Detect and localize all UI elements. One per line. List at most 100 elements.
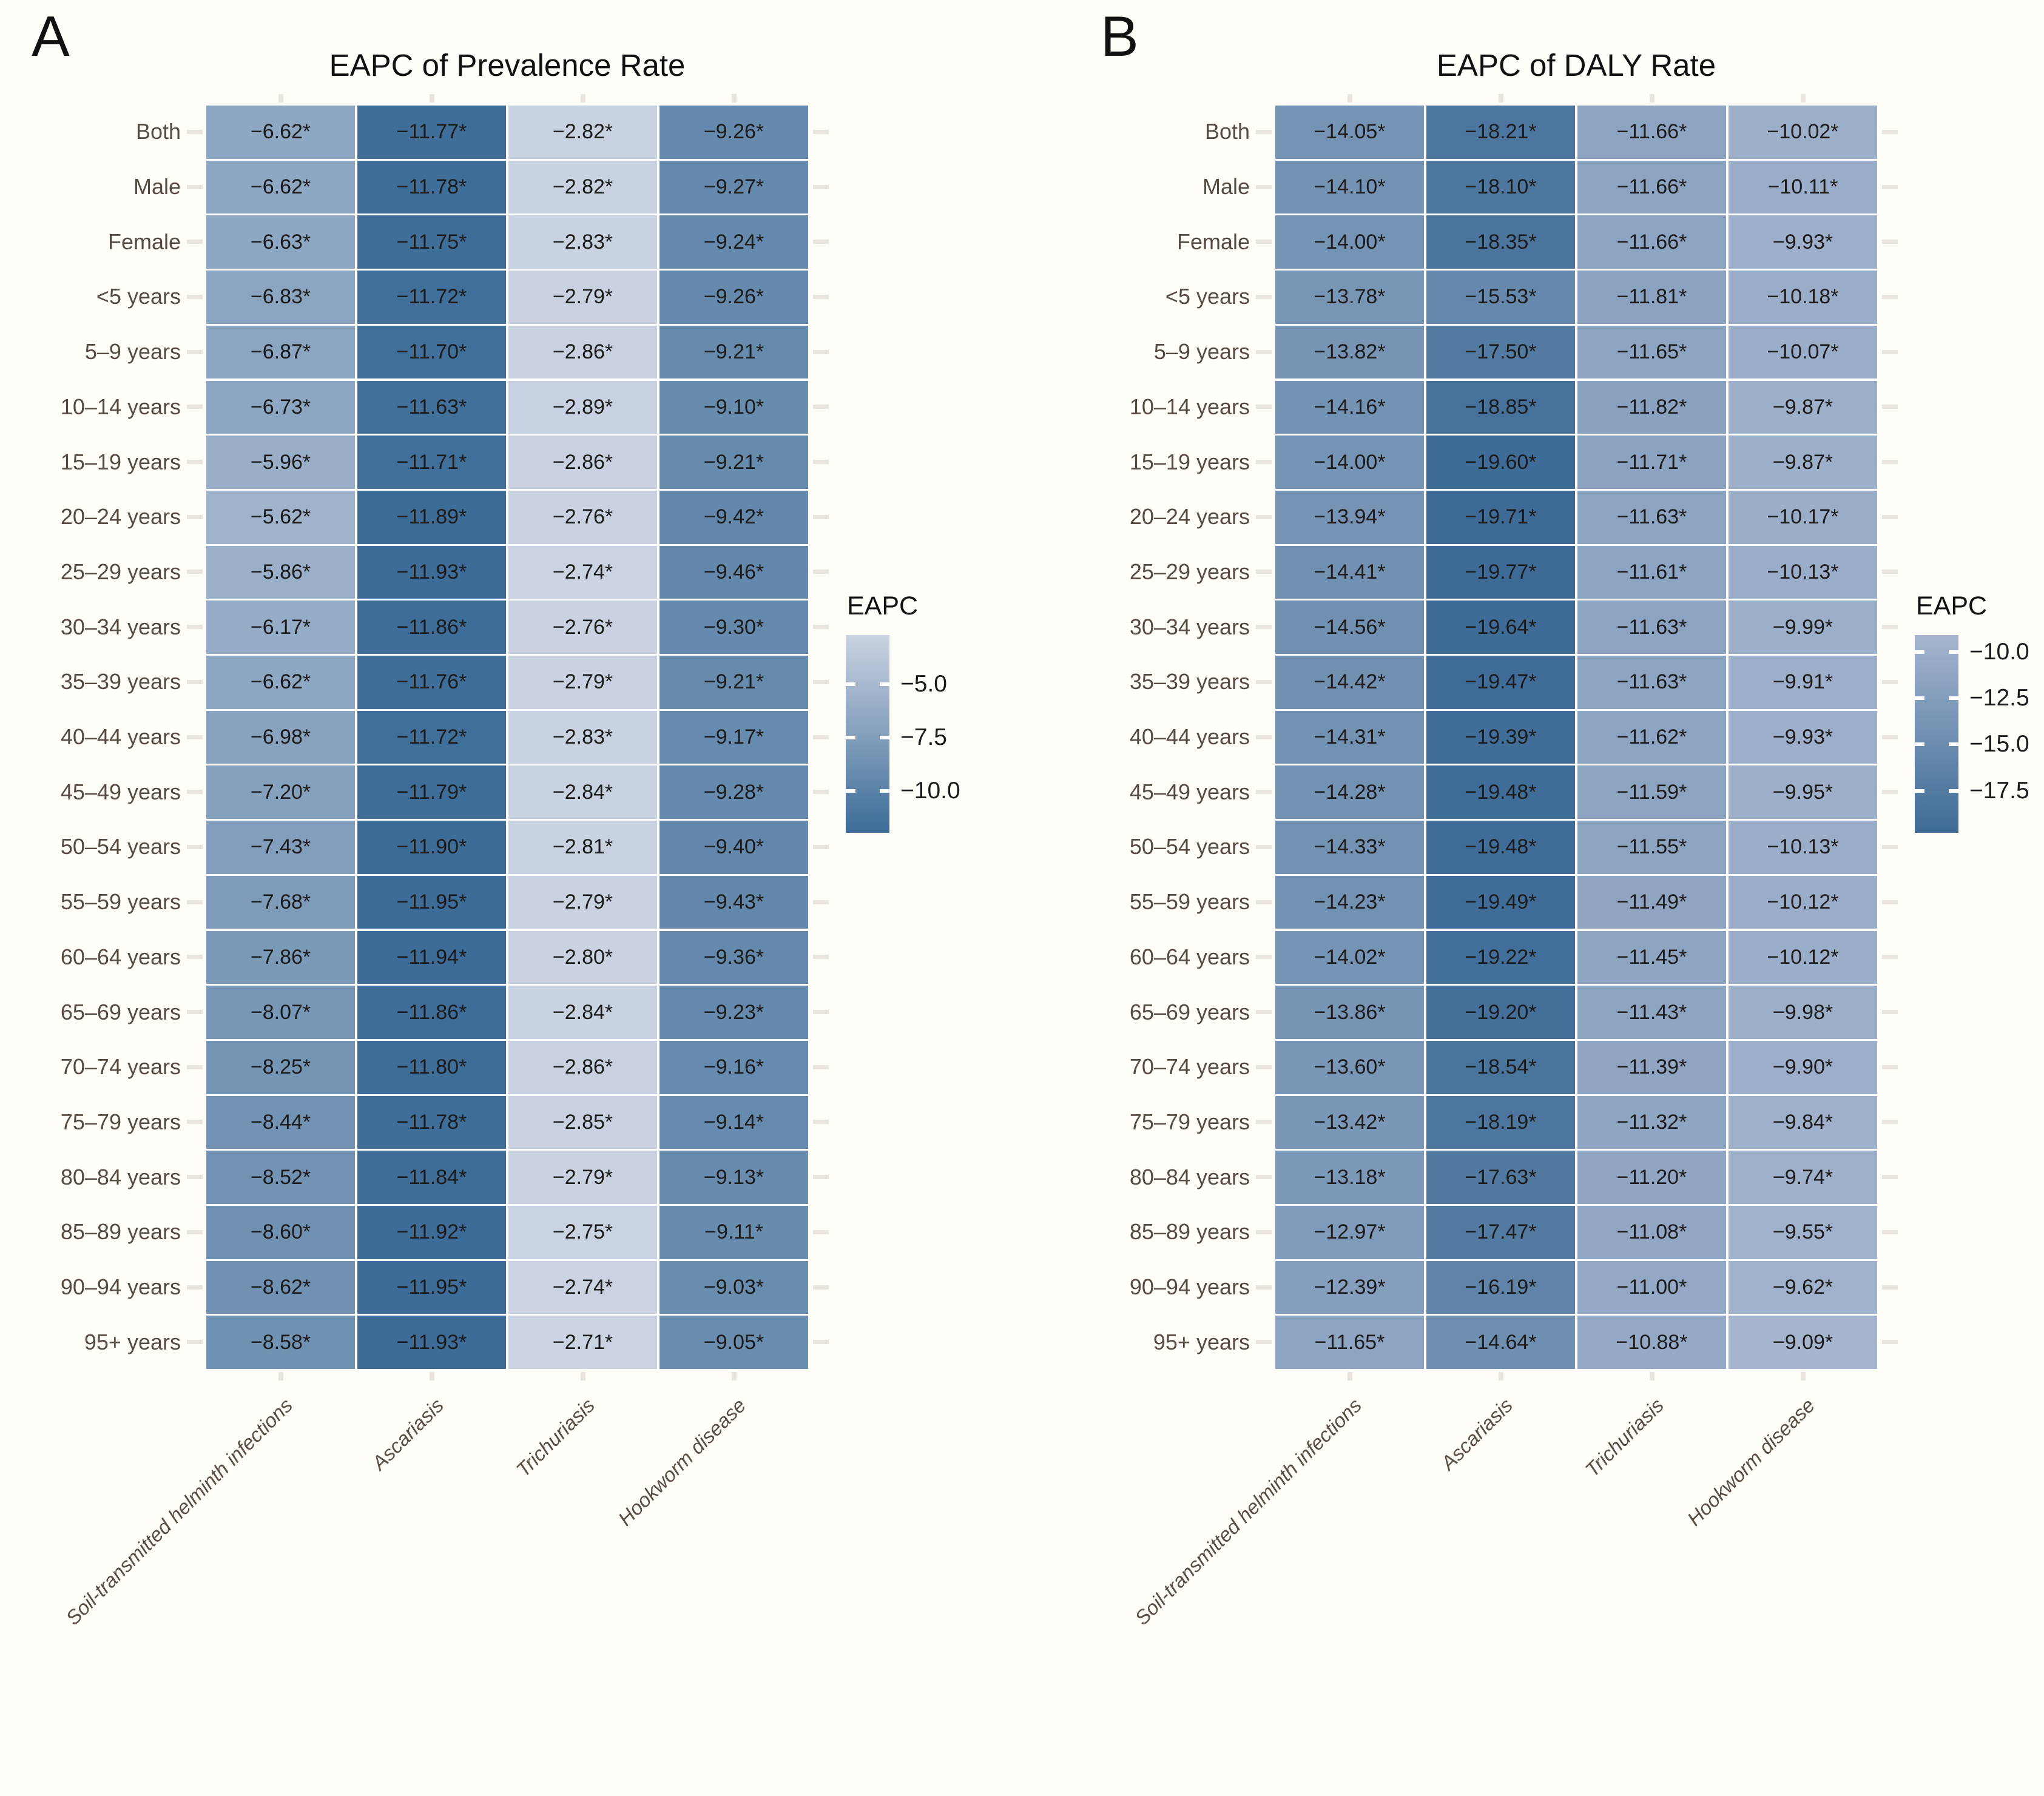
heatmap-cell: −9.62*: [1727, 1259, 1878, 1316]
heatmap-cell: −11.71*: [356, 434, 507, 490]
row-label: 60–64 years: [1129, 944, 1250, 969]
row-tick-left: [1256, 1285, 1272, 1290]
heatmap-cell: −11.63*: [1576, 489, 1727, 545]
heatmap-cell: −9.05*: [658, 1314, 809, 1371]
heatmap-cell: −9.21*: [658, 434, 809, 490]
row-tick-right: [1882, 294, 1898, 299]
heatmap-cell: −8.58*: [205, 1314, 356, 1371]
row-tick-left: [187, 844, 203, 849]
heatmap-cell: −19.39*: [1425, 709, 1576, 765]
heatmap-cell: −6.87*: [205, 324, 356, 380]
heatmap-cell: −19.20*: [1425, 984, 1576, 1040]
heatmap-cell: −10.18*: [1727, 269, 1878, 325]
heatmap-cell: −12.39*: [1274, 1259, 1425, 1316]
heatmap-cell: −13.94*: [1274, 489, 1425, 545]
row-tick-right: [813, 1064, 829, 1069]
heatmap-cell: −9.21*: [658, 654, 809, 710]
heatmap-cell: −9.17*: [658, 709, 809, 765]
heatmap-cell: −11.45*: [1576, 929, 1727, 986]
heatmap-cell: −7.43*: [205, 819, 356, 875]
heatmap-cell: −17.50*: [1425, 324, 1576, 380]
row-tick-left: [187, 1064, 203, 1069]
row-tick-left: [187, 1340, 203, 1345]
row-tick-right: [1882, 129, 1898, 134]
row-tick-right: [1882, 1285, 1898, 1290]
row-tick-right: [1882, 460, 1898, 465]
heatmap-cell: −2.83*: [507, 709, 658, 765]
heatmap-cell: −2.81*: [507, 819, 658, 875]
row-tick-left: [187, 900, 203, 904]
col-tick-bottom: [1347, 1372, 1352, 1381]
heatmap-cell: −14.56*: [1274, 599, 1425, 655]
heatmap-cell: −9.16*: [658, 1039, 809, 1095]
heatmap-cell: −13.60*: [1274, 1039, 1425, 1095]
row-label: 90–94 years: [60, 1274, 181, 1300]
row-tick-left: [1256, 625, 1272, 630]
heatmap-cell: −7.68*: [205, 874, 356, 930]
col-tick-bottom: [1800, 1372, 1806, 1381]
legend-tick-notch-left: [846, 789, 855, 793]
col-tick-top: [580, 94, 585, 103]
row-tick-right: [1882, 405, 1898, 409]
row-tick-right: [813, 955, 829, 960]
row-tick-left: [187, 1120, 203, 1125]
heatmap-cell: −2.83*: [507, 214, 658, 271]
row-label: 50–54 years: [1129, 834, 1250, 859]
heatmap-cell: −13.86*: [1274, 984, 1425, 1040]
heatmap-cell: −2.76*: [507, 489, 658, 545]
heatmap-cell: −9.91*: [1727, 654, 1878, 710]
heatmap-cell: −9.26*: [658, 104, 809, 160]
row-label: 80–84 years: [1129, 1164, 1250, 1189]
heatmap-cell: −2.79*: [507, 654, 658, 710]
heatmap-cell: −14.00*: [1274, 434, 1425, 490]
heatmap-cell: −2.79*: [507, 874, 658, 930]
row-tick-left: [1256, 184, 1272, 189]
row-label: 85–89 years: [1129, 1219, 1250, 1245]
heatmap-cell: −10.12*: [1727, 874, 1878, 930]
legend-tick-label: −10.0: [1969, 638, 2029, 665]
heatmap-cell: −5.62*: [205, 489, 356, 545]
heatmap-cell: −6.73*: [205, 379, 356, 436]
heatmap-cell: −11.08*: [1576, 1205, 1727, 1260]
row-tick-right: [813, 625, 829, 630]
heatmap-cell: −13.82*: [1274, 324, 1425, 380]
heatmap-cell: −9.93*: [1727, 214, 1878, 271]
heatmap-cell: −14.42*: [1274, 654, 1425, 710]
heatmap-cell: −6.17*: [205, 599, 356, 655]
heatmap-cell: −2.84*: [507, 764, 658, 821]
heatmap-cell: −9.13*: [658, 1149, 809, 1205]
row-tick-left: [1256, 460, 1272, 465]
heatmap-cell: −2.80*: [507, 929, 658, 986]
row-label: 65–69 years: [1129, 999, 1250, 1024]
heatmap-cell: −7.86*: [205, 929, 356, 986]
col-tick-bottom: [1649, 1372, 1654, 1381]
row-tick-right: [813, 294, 829, 299]
col-tick-top: [731, 94, 737, 103]
row-tick-left: [1256, 129, 1272, 134]
row-tick-left: [187, 735, 203, 739]
heatmap-cell: −11.82*: [1576, 379, 1727, 436]
heatmap-cell: −11.62*: [1576, 709, 1727, 765]
row-tick-left: [1256, 294, 1272, 299]
heatmap-cell: −2.86*: [507, 324, 658, 380]
row-tick-right: [1882, 955, 1898, 960]
row-tick-right: [813, 790, 829, 795]
heatmap-cell: −14.10*: [1274, 159, 1425, 215]
heatmap-cell: −10.88*: [1576, 1314, 1727, 1371]
row-tick-right: [813, 129, 829, 134]
legend-tick-notch-right: [1949, 650, 1958, 654]
row-label: 35–39 years: [1129, 669, 1250, 695]
col-tick-bottom: [1498, 1372, 1503, 1381]
legend-tick-notch-left: [1915, 650, 1924, 654]
heatmap-cell: −9.30*: [658, 599, 809, 655]
row-tick-right: [813, 405, 829, 409]
panel-daly: B EAPC of DALY Rate Both −14.05* −18.21* −11.…: [1069, 0, 2044, 1666]
heatmap-cell: −9.98*: [1727, 984, 1878, 1040]
heatmap-cell: −2.86*: [507, 434, 658, 490]
heatmap-cell: −19.49*: [1425, 874, 1576, 930]
heatmap-cell: −11.49*: [1576, 874, 1727, 930]
row-label: 95+ years: [1153, 1329, 1250, 1354]
row-label: 30–34 years: [60, 614, 181, 639]
heatmap-cell: −13.78*: [1274, 269, 1425, 325]
heatmap-cell: −9.55*: [1727, 1205, 1878, 1260]
